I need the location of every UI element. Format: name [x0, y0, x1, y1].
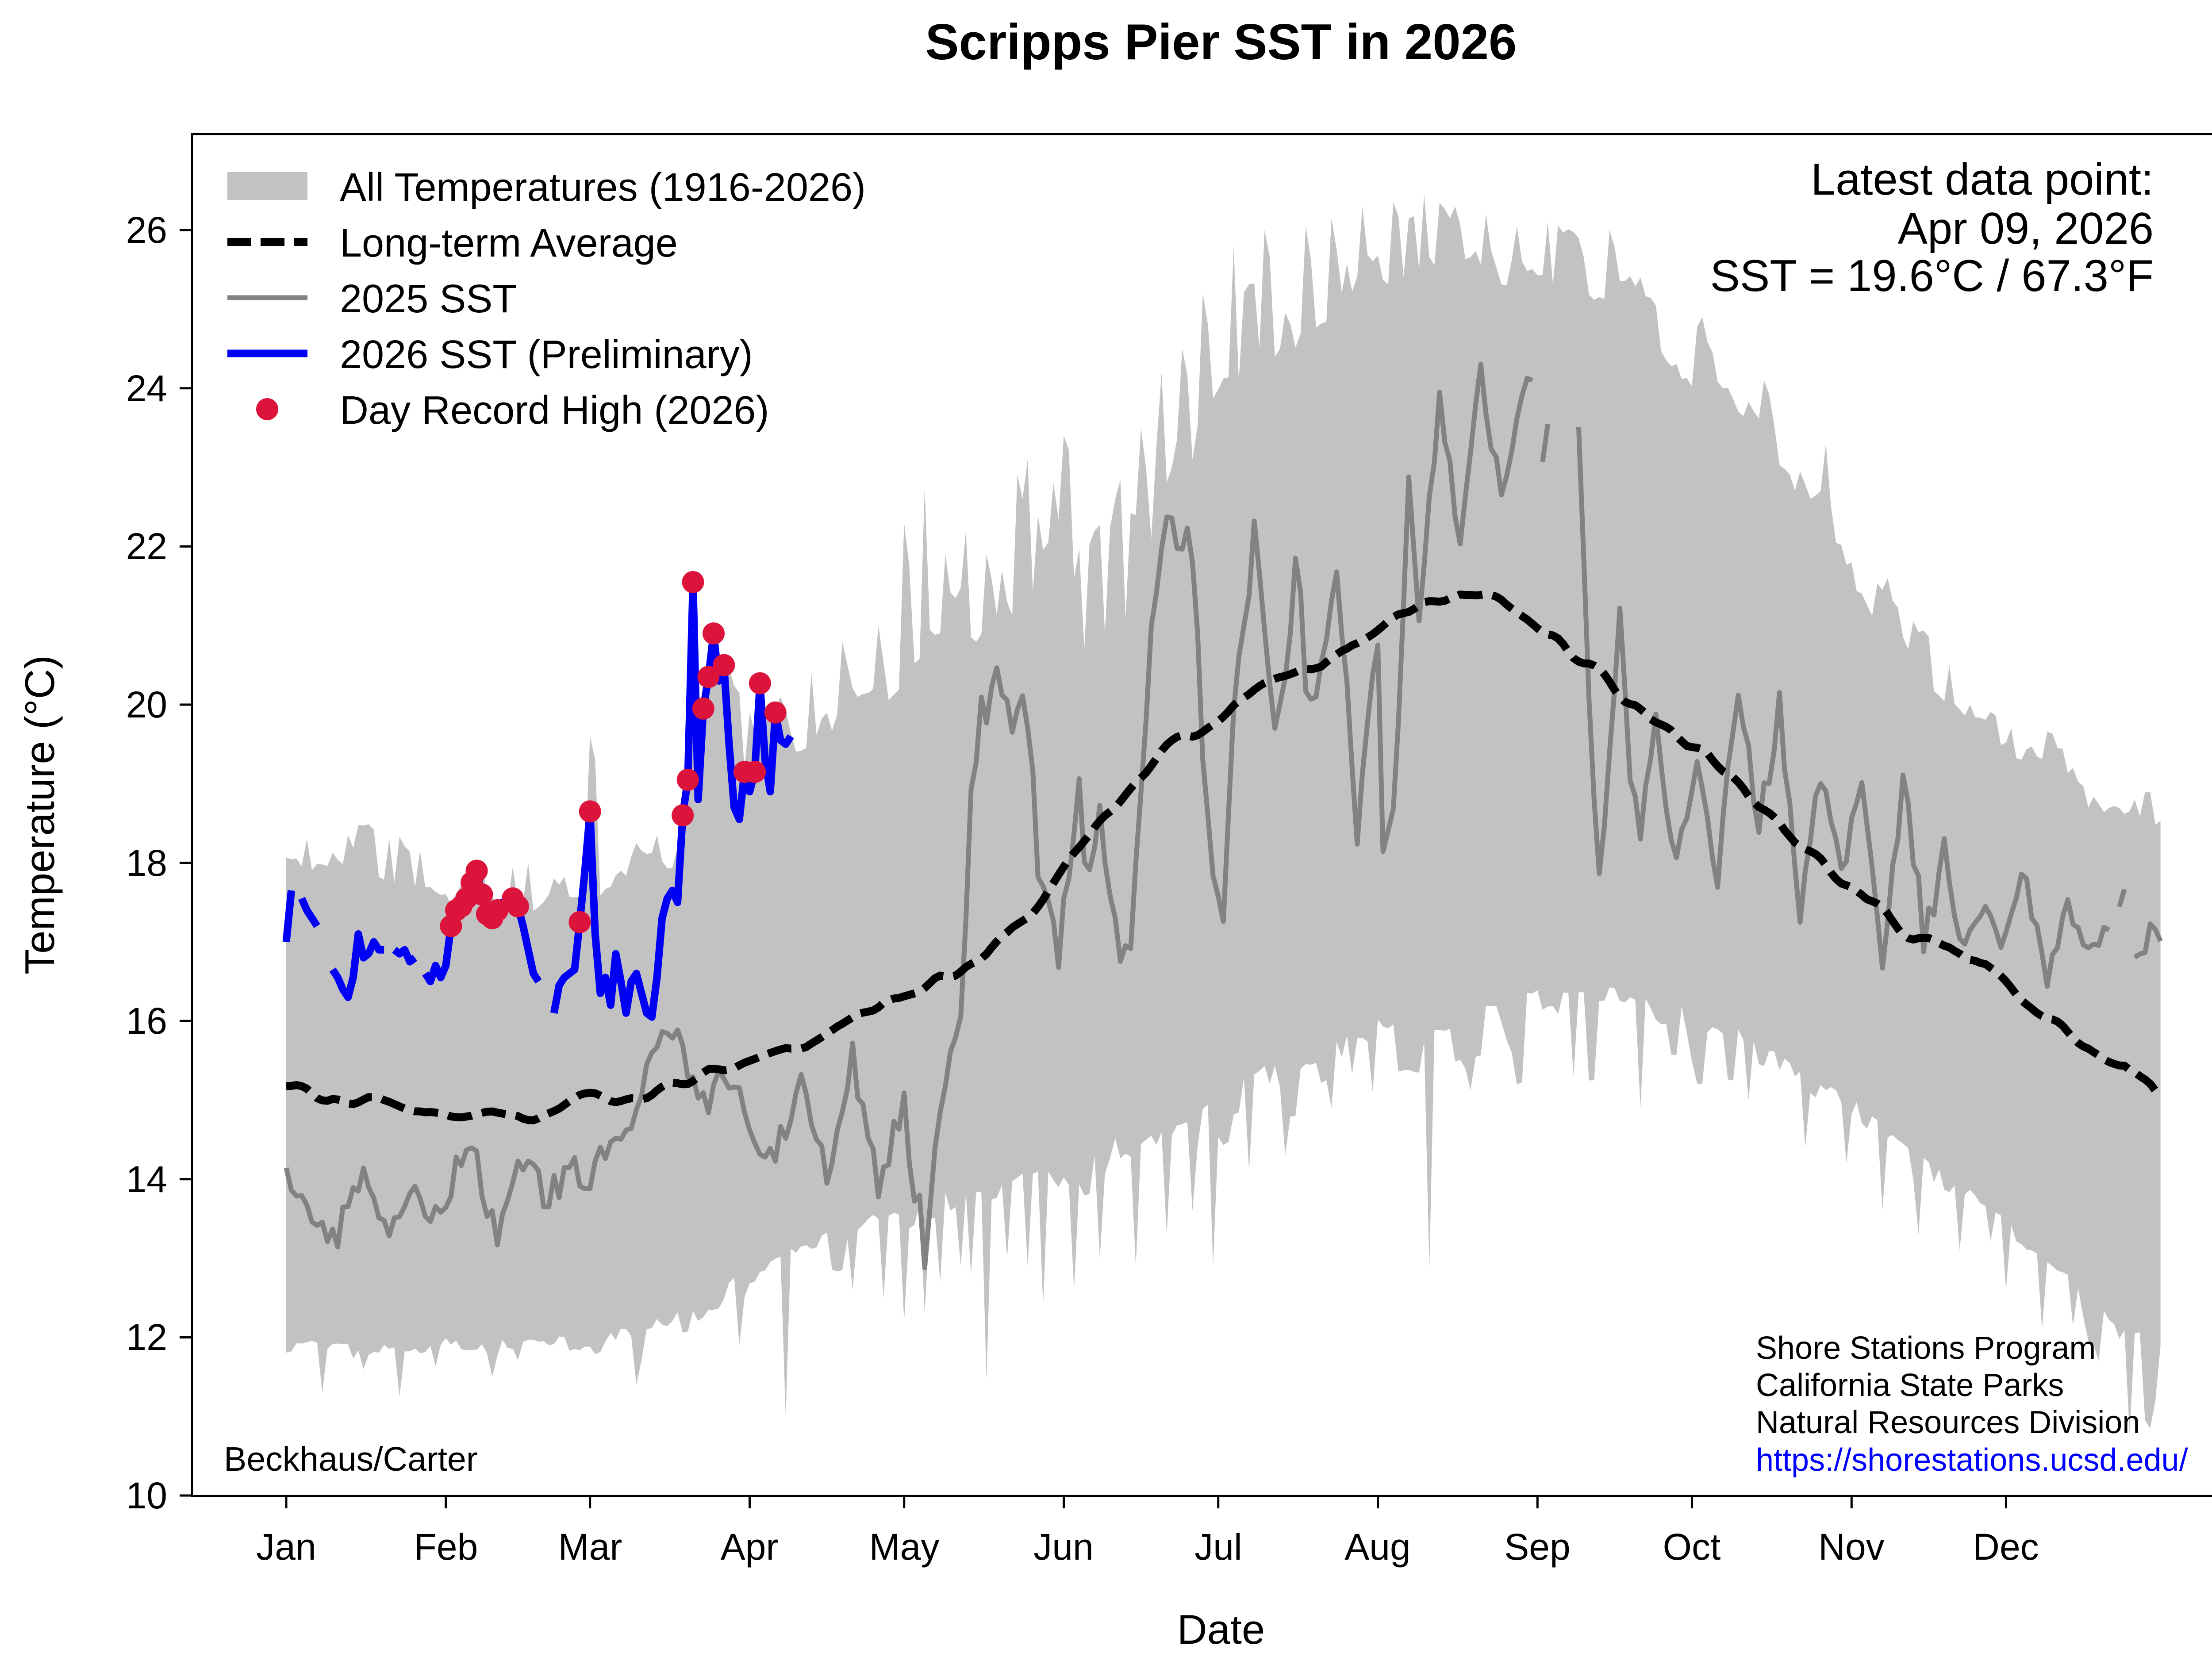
svg-text:16: 16: [126, 1000, 167, 1042]
svg-text:Date: Date: [1177, 1606, 1265, 1653]
svg-text:Temperature (°C): Temperature (°C): [16, 655, 63, 974]
svg-text:SST = 19.6°C / 67.3°F: SST = 19.6°C / 67.3°F: [1710, 251, 2154, 301]
svg-text:Long-term Average: Long-term Average: [340, 221, 678, 265]
svg-text:Beckhaus/Carter: Beckhaus/Carter: [224, 1440, 477, 1478]
svg-text:26: 26: [126, 209, 167, 251]
svg-text:Mar: Mar: [558, 1526, 622, 1568]
svg-text:24: 24: [126, 368, 167, 409]
svg-text:14: 14: [126, 1158, 167, 1200]
svg-text:https://shorestations.ucsd.edu: https://shorestations.ucsd.edu/: [1756, 1442, 2188, 1478]
svg-text:20: 20: [126, 684, 167, 725]
svg-text:18: 18: [126, 842, 167, 884]
svg-text:22: 22: [126, 525, 167, 567]
svg-text:May: May: [869, 1526, 940, 1568]
svg-text:Nov: Nov: [1818, 1526, 1884, 1568]
svg-text:2025 SST: 2025 SST: [340, 277, 517, 321]
svg-text:Oct: Oct: [1663, 1526, 1721, 1568]
svg-text:Feb: Feb: [414, 1526, 478, 1568]
svg-text:Aug: Aug: [1344, 1526, 1410, 1568]
svg-text:Apr 09, 2026: Apr 09, 2026: [1898, 204, 2154, 253]
svg-text:Scripps Pier SST in 2026: Scripps Pier SST in 2026: [926, 14, 1517, 70]
svg-text:Latest data point:: Latest data point:: [1811, 155, 2154, 204]
svg-text:California State Parks: California State Parks: [1756, 1368, 2064, 1403]
svg-text:2026 SST (Preliminary): 2026 SST (Preliminary): [340, 333, 753, 377]
svg-text:All Temperatures (1916-2026): All Temperatures (1916-2026): [340, 165, 866, 210]
svg-text:Apr: Apr: [721, 1526, 779, 1568]
svg-text:Shore Stations Program: Shore Stations Program: [1756, 1331, 2096, 1366]
svg-text:Jul: Jul: [1194, 1526, 1242, 1568]
svg-text:Jun: Jun: [1033, 1526, 1093, 1568]
svg-text:Dec: Dec: [1973, 1526, 2039, 1568]
svg-text:12: 12: [126, 1316, 167, 1358]
svg-text:10: 10: [126, 1475, 167, 1516]
svg-text:Sep: Sep: [1504, 1526, 1570, 1568]
svg-text:Day Record High (2026): Day Record High (2026): [340, 388, 769, 433]
svg-text:Natural Resources Division: Natural Resources Division: [1756, 1405, 2140, 1440]
svg-text:Jan: Jan: [256, 1526, 316, 1568]
